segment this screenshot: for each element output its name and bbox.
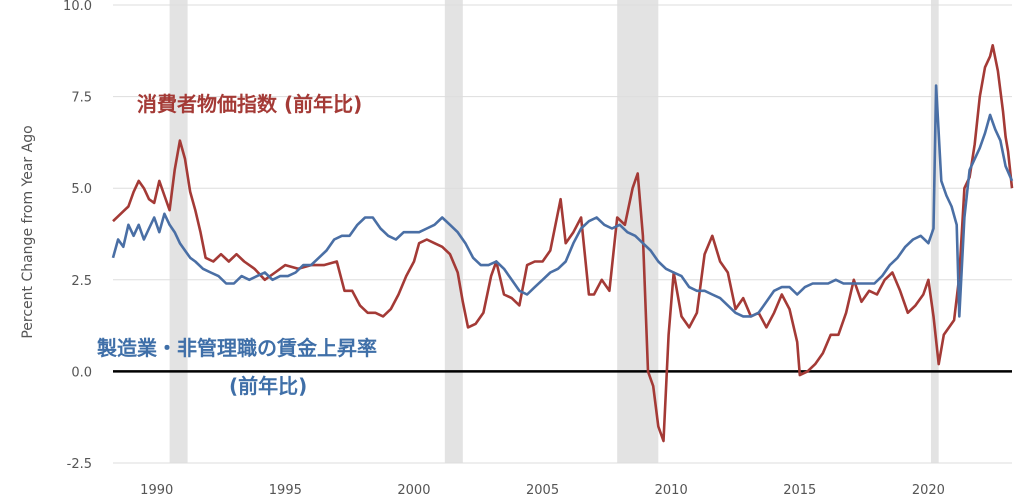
cpi-series-line (112, 44, 1014, 443)
wage-series-label-sub: (前年比) (229, 374, 307, 398)
y-tick-label: 0.0 (71, 365, 92, 380)
recession-shading (169, 0, 939, 463)
x-tick-label: 2000 (397, 483, 430, 498)
recession-band (444, 0, 463, 463)
recession-band (617, 0, 659, 463)
y-tick-label: 5.0 (71, 182, 92, 197)
x-tick-label: 1995 (269, 483, 302, 498)
gridlines (113, 4, 1012, 464)
recession-band (930, 0, 939, 463)
wage-series-label: 製造業・非管理職の賃金上昇率 (97, 336, 377, 360)
x-tick-label: 2020 (912, 483, 945, 498)
series-lines (111, 44, 1014, 443)
y-tick-label: -2.5 (67, 457, 92, 472)
x-tick-label: 1990 (140, 483, 173, 498)
y-tick-label: 10.0 (63, 0, 92, 14)
y-tick-label: 2.5 (71, 274, 92, 289)
x-tick-label: 2010 (655, 483, 688, 498)
y-axis-label: Percent Change from Year Ago (20, 125, 36, 338)
x-tick-label: 2005 (526, 483, 559, 498)
x-tick-label: 2015 (783, 483, 816, 498)
wage-series-line (111, 84, 1014, 318)
recession-band (169, 0, 188, 463)
y-tick-label: 7.5 (71, 91, 92, 106)
cpi-series-label: 消費者物価指数 (前年比) (137, 92, 362, 116)
axis-ticks: -2.5 0.0 2.5 5.0 7.5 10.0 1990 1995 2000 2005 2010… (63, 0, 945, 498)
